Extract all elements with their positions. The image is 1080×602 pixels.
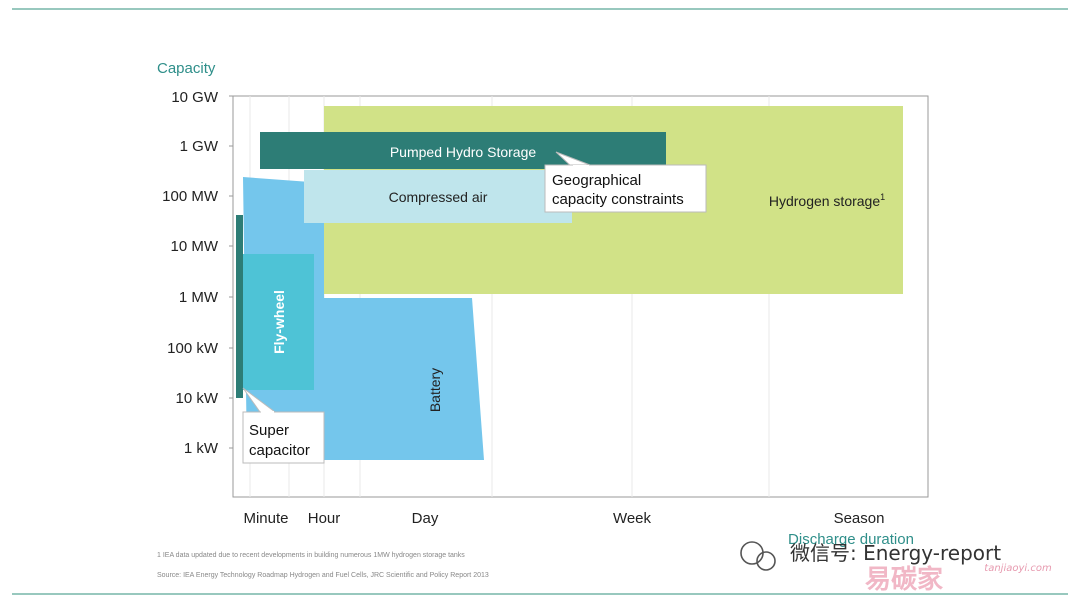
watermark-url: tanjiaoyi.com (984, 563, 1052, 574)
watermark-brand: 易碳家 (865, 564, 943, 595)
y-tick-1gw: 1 GW (180, 138, 219, 155)
y-tick-10gw: 10 GW (171, 89, 219, 106)
y-tick-10mw: 10 MW (170, 238, 218, 255)
watermark-wechat-id: 微信号: Energy-report (790, 541, 1001, 565)
footnote-source: Source: IEA Energy Technology Roadmap Hy… (157, 572, 489, 579)
wechat-icon-bubble (756, 551, 776, 571)
y-tick-100mw: 100 MW (162, 188, 219, 205)
x-tick-week: Week (613, 510, 652, 527)
callout-super-capacitor-box (242, 411, 325, 464)
region-compressed-air (304, 170, 572, 223)
callout-geographical-line-1: Geographical (552, 172, 641, 189)
callout-geographical: Geographical capacity constraints (544, 151, 707, 213)
x-tick-day: Day (412, 510, 439, 527)
region-fly-wheel (243, 254, 314, 390)
callout-super-capacitor: Super capacitor (242, 387, 325, 464)
x-tick-labels: Minute Hour Day Week Season (243, 510, 884, 527)
wechat-icon-bubble (740, 541, 764, 565)
region-pumped-hydro-storage (260, 132, 666, 169)
callout-super-capacitor-line-1: Super (249, 422, 289, 439)
y-tick-100kw: 100 kW (167, 340, 219, 357)
label-hydrogen-storage-superscript: 1 (880, 192, 885, 202)
y-tick-1mw: 1 MW (179, 289, 219, 306)
x-tick-minute: Minute (243, 510, 288, 527)
label-battery: Battery (427, 368, 443, 412)
y-tick-labels: 10 GW 1 GW 100 MW 10 MW 1 MW 100 kW 10 k… (162, 89, 219, 457)
y-axis-title: Capacity (157, 60, 216, 77)
wechat-icon (740, 541, 776, 571)
x-tick-season: Season (834, 510, 885, 527)
label-compressed-air: Compressed air (389, 189, 488, 205)
label-fly-wheel: Fly-wheel (271, 290, 287, 354)
region-super-capacitor (236, 215, 243, 398)
x-tick-hour: Hour (308, 510, 341, 527)
y-tick-1kw: 1 kW (184, 440, 219, 457)
callout-geographical-box (544, 164, 707, 213)
x-axis-title: Discharge duration (788, 531, 914, 548)
callout-geographical-line-2: capacity constraints (552, 191, 684, 208)
y-tick-marks (229, 95, 233, 449)
label-pumped-hydro-storage: Pumped Hydro Storage (390, 144, 537, 160)
label-hydrogen-storage: Hydrogen storage1 (769, 192, 885, 209)
y-tick-10kw: 10 kW (175, 390, 218, 407)
label-hydrogen-storage-text: Hydrogen storage (769, 193, 881, 209)
watermark: 微信号: Energy-report 易碳家 tanjiaoyi.com (740, 541, 1052, 595)
footnote-1: 1 IEA data updated due to recent develop… (157, 552, 465, 559)
callout-super-capacitor-line-2: capacitor (249, 442, 310, 459)
